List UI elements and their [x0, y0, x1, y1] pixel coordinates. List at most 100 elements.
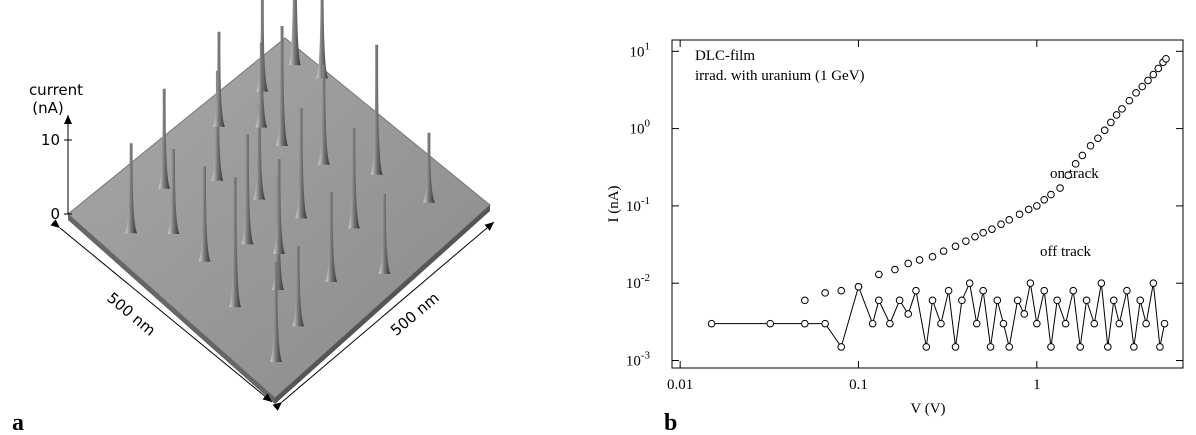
data-point	[1145, 77, 1152, 84]
data-point	[1143, 320, 1150, 327]
data-point	[989, 226, 996, 233]
plot-frame	[672, 40, 1183, 368]
y-label: 500 nm	[387, 289, 443, 340]
data-point	[1021, 311, 1028, 318]
data-point	[938, 320, 945, 327]
z-tick-label: 0	[50, 205, 60, 223]
data-point	[1126, 97, 1133, 104]
y-tick-base: 10	[630, 44, 645, 60]
data-point	[972, 233, 979, 240]
data-point	[929, 297, 936, 304]
data-point	[1041, 196, 1048, 203]
x-label: V (V)	[910, 401, 945, 417]
series-label: on track	[1050, 166, 1099, 182]
data-point	[952, 243, 959, 250]
data-point	[1006, 344, 1013, 351]
data-point	[966, 280, 973, 287]
data-point	[1034, 320, 1041, 327]
surface-panel: current (nA) 500 nm 500 nm a 010	[12, 0, 494, 435]
data-point	[1139, 83, 1146, 90]
data-point	[896, 297, 903, 304]
data-point	[767, 320, 774, 327]
data-point	[838, 344, 845, 351]
data-point	[1027, 280, 1034, 287]
data-point	[1098, 280, 1105, 287]
panel-label: b	[664, 410, 677, 435]
data-point	[1108, 119, 1115, 126]
data-point	[822, 320, 829, 327]
data-point	[959, 297, 966, 304]
data-point	[905, 260, 912, 267]
y-tick-label: 100	[630, 118, 651, 138]
data-point	[923, 344, 930, 351]
data-point	[1079, 152, 1086, 159]
data-point	[1150, 280, 1157, 287]
data-point	[1083, 297, 1090, 304]
data-point	[1133, 90, 1140, 97]
data-point	[1054, 297, 1061, 304]
data-point	[913, 287, 920, 294]
data-point	[1161, 320, 1168, 327]
data-point	[822, 290, 829, 297]
data-point	[887, 320, 894, 327]
data-point	[1150, 71, 1157, 78]
data-point	[1119, 106, 1126, 113]
x-tick-label: 0.1	[849, 377, 868, 393]
data-point	[876, 297, 883, 304]
data-point	[838, 287, 845, 294]
y-tick-base: 10	[626, 276, 641, 292]
data-point	[1070, 287, 1077, 294]
data-point	[1057, 185, 1064, 192]
y-tick-label: 10-2	[626, 272, 650, 292]
series-label: off track	[1040, 244, 1091, 260]
y-label: I (nA)	[606, 185, 622, 222]
data-point	[994, 297, 1001, 304]
data-point	[1101, 127, 1108, 134]
figure: current (nA) 500 nm 500 nm a 010 DLC-fil…	[0, 0, 1196, 435]
data-point	[905, 311, 912, 318]
data-point	[973, 320, 980, 327]
y-tick-base: 10	[626, 354, 641, 370]
data-point	[1014, 297, 1021, 304]
data-point	[1110, 297, 1117, 304]
data-point	[1155, 65, 1162, 72]
data-point	[1113, 112, 1120, 119]
data-point	[987, 344, 994, 351]
scatter-panel: DLC-film irrad. with uranium (1 GeV) V (…	[606, 40, 1183, 435]
data-point	[1016, 211, 1023, 218]
data-point	[1105, 344, 1112, 351]
data-point	[980, 287, 987, 294]
x-label: 500 nm	[103, 289, 159, 340]
data-point	[1048, 344, 1055, 351]
z-label: current	[29, 81, 83, 99]
annotation: irrad. with uranium (1 GeV)	[695, 68, 865, 84]
y-tick-label: 10-3	[626, 350, 651, 370]
data-point	[1137, 297, 1144, 304]
x-tick-label: 1	[1033, 377, 1041, 393]
data-point	[876, 271, 883, 278]
data-point	[952, 344, 959, 351]
data-point	[1065, 172, 1072, 179]
annotation: DLC-film	[695, 48, 755, 64]
data-point	[980, 229, 987, 236]
data-point	[945, 287, 952, 294]
data-point	[1000, 320, 1007, 327]
data-point	[1025, 206, 1032, 213]
y-tick-exponent: -1	[641, 195, 650, 207]
data-point	[1091, 320, 1098, 327]
panel-label: a	[12, 410, 24, 435]
data-point	[1048, 191, 1055, 198]
x-tick-label: 0.01	[667, 377, 693, 393]
data-point	[802, 297, 809, 304]
data-point	[708, 320, 715, 327]
data-point	[1087, 142, 1094, 149]
data-point	[1095, 135, 1102, 142]
z-label: (nA)	[32, 99, 63, 117]
y-tick-label: 101	[630, 40, 651, 60]
series-line	[712, 283, 1165, 347]
data-point	[1062, 320, 1069, 327]
spike	[289, 0, 301, 65]
data-point	[1157, 344, 1164, 351]
data-point	[998, 221, 1005, 228]
data-point	[963, 238, 970, 245]
